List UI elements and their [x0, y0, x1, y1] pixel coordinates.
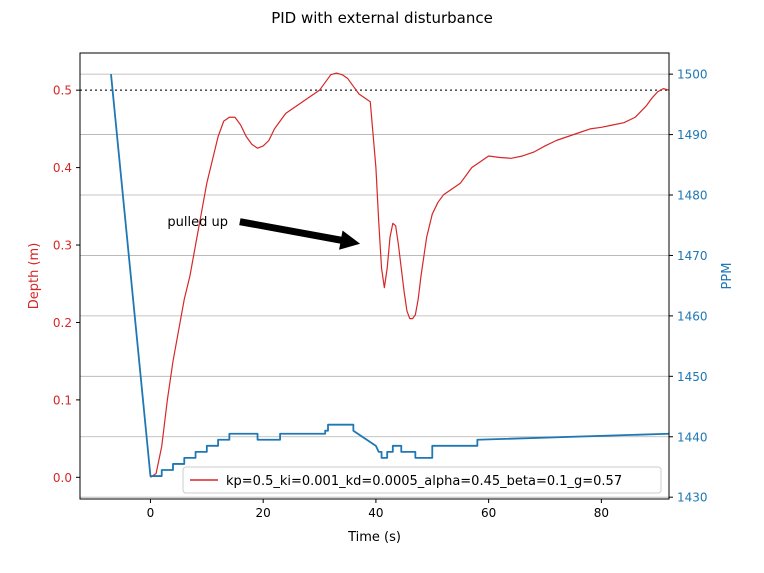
series-line-ppm	[110, 74, 670, 477]
x-tick-label-0: 0	[147, 506, 155, 520]
chart-title: PID with external disturbance	[271, 9, 493, 27]
annotation-text: pulled up	[167, 215, 228, 230]
right-y-tick-label-1480: 1480	[677, 189, 708, 203]
gridlines	[80, 73, 669, 498]
x-axis-label: Time (s)	[347, 530, 401, 545]
annotation-arrow	[239, 218, 361, 250]
legend: kp=0.5_ki=0.001_kd=0.0005_alpha=0.45_bet…	[182, 466, 662, 494]
x-tick-label-40: 40	[368, 506, 383, 520]
series-layer	[110, 72, 670, 478]
left-y-tick-label-0: 0.0	[53, 471, 72, 485]
annotation: pulled up	[167, 215, 361, 250]
right-y-axis: 1430 1440 1450 1460 1470 1480 1490 1500	[669, 68, 708, 505]
x-tick-label-60: 60	[481, 506, 496, 520]
left-y-axis-label: Depth (m)	[27, 243, 42, 310]
right-y-tick-label-1470: 1470	[677, 249, 708, 263]
right-y-tick-label-1490: 1490	[677, 128, 708, 142]
left-y-tick-label-0.2: 0.2	[53, 316, 72, 330]
x-tick-label-20: 20	[256, 506, 271, 520]
left-y-tick-label-0.1: 0.1	[53, 393, 72, 407]
left-y-axis: 0.0 0.1 0.2 0.3 0.4 0.5	[53, 84, 80, 485]
right-y-tick-label-1460: 1460	[677, 309, 708, 323]
right-y-tick-label-1500: 1500	[677, 68, 708, 82]
x-tick-label-80: 80	[594, 506, 609, 520]
series-line-depth	[150, 72, 670, 478]
left-y-tick-label-0.5: 0.5	[53, 84, 72, 98]
x-axis: 0 20 40 60 80	[147, 499, 609, 520]
legend-label: kp=0.5_ki=0.001_kd=0.0005_alpha=0.45_bet…	[226, 474, 622, 489]
right-y-axis-label: PPM	[720, 263, 735, 290]
plot-frame	[79, 52, 670, 500]
legend-box	[182, 466, 662, 494]
right-y-tick-label-1450: 1450	[677, 370, 708, 384]
right-y-tick-label-1440: 1440	[677, 430, 708, 444]
left-y-tick-label-0.3: 0.3	[53, 239, 72, 253]
right-y-tick-label-1430: 1430	[677, 491, 708, 505]
left-y-tick-label-0.4: 0.4	[53, 161, 72, 175]
